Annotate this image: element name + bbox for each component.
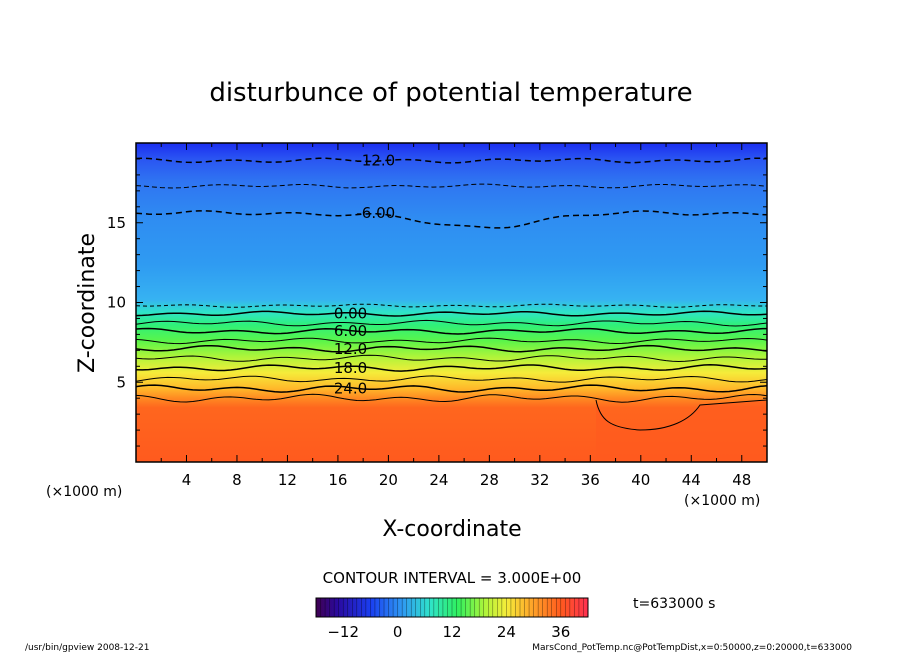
chart-title: disturbunce of potential temperature <box>209 78 692 108</box>
contour-0 <box>136 310 767 317</box>
contour-27 <box>136 393 767 403</box>
contour-label: -6.00 <box>356 204 395 222</box>
colorbar-tick-label: −12 <box>327 623 359 641</box>
contour-label: 18.0 <box>334 359 367 377</box>
x-tick-label: 32 <box>530 471 549 489</box>
contour-6 <box>136 327 767 335</box>
x-tick-label: 40 <box>631 471 650 489</box>
contour-label: 0.00 <box>334 305 367 323</box>
contour-label: 24.0 <box>334 380 367 398</box>
x-tick-label: 36 <box>581 471 600 489</box>
colorbar-tick-label: 0 <box>393 623 403 641</box>
contour-neg6 <box>136 210 767 229</box>
contour-15 <box>136 354 767 363</box>
contour-neg3 <box>136 303 767 308</box>
x-unit-label: (×1000 m) <box>684 493 760 509</box>
y-tick-label: 5 <box>116 373 126 391</box>
contour-label: 6.00 <box>334 322 367 340</box>
contour-neg9 <box>136 183 767 189</box>
x-tick-label: 24 <box>429 471 448 489</box>
y-unit-label: (×1000 m) <box>46 484 122 500</box>
orange-lobe <box>596 400 767 462</box>
x-axis-ticks: 4 8 12 16 20 24 28 32 36 40 44 48 <box>160 143 751 489</box>
contour-lines <box>136 157 767 431</box>
contour-9 <box>136 337 767 345</box>
field-fill <box>136 143 767 462</box>
x-tick-label: 4 <box>182 471 192 489</box>
contour-interval-text: CONTOUR INTERVAL = 3.000E+00 <box>323 569 582 587</box>
y-axis-label: Z-coordinate <box>75 233 100 373</box>
x-tick-label: 28 <box>480 471 499 489</box>
contour-21 <box>136 375 767 383</box>
y-tick-label: 15 <box>107 214 126 232</box>
contour-label: 12.0 <box>334 340 367 358</box>
contour-lobe <box>595 399 767 431</box>
time-text: t=633000 s <box>633 596 715 612</box>
footer-right: MarsCond_PotTemp.nc@PotTempDist,x=0:5000… <box>532 643 852 653</box>
contour-12 <box>136 344 767 353</box>
x-tick-label: 16 <box>328 471 347 489</box>
contour-3 <box>136 319 767 327</box>
x-tick-label: 12 <box>278 471 297 489</box>
colorbar: −12 0 12 24 36 <box>315 597 589 641</box>
plot-area <box>136 143 767 462</box>
colorbar-stripes <box>320 598 584 617</box>
x-tick-label: 48 <box>732 471 751 489</box>
colorbar-ticks: −12 0 12 24 36 <box>327 623 570 641</box>
colorbar-tick-label: 36 <box>551 623 570 641</box>
y-tick-label: 10 <box>107 294 126 312</box>
contour-18 <box>136 364 767 372</box>
contour-24 <box>136 384 767 393</box>
contour-neg12 <box>136 157 767 164</box>
x-tick-label: 8 <box>232 471 242 489</box>
colorbar-tick-label: 12 <box>442 623 461 641</box>
colorbar-tick-label: 24 <box>497 623 516 641</box>
contour-label: -12.0 <box>356 152 395 170</box>
x-tick-label: 44 <box>682 471 701 489</box>
x-axis-label: X-coordinate <box>382 517 521 542</box>
y-axis-ticks: 5 10 15 <box>107 158 767 447</box>
x-tick-label: 20 <box>379 471 398 489</box>
footer-left: /usr/bin/gpview 2008-12-21 <box>25 643 149 653</box>
